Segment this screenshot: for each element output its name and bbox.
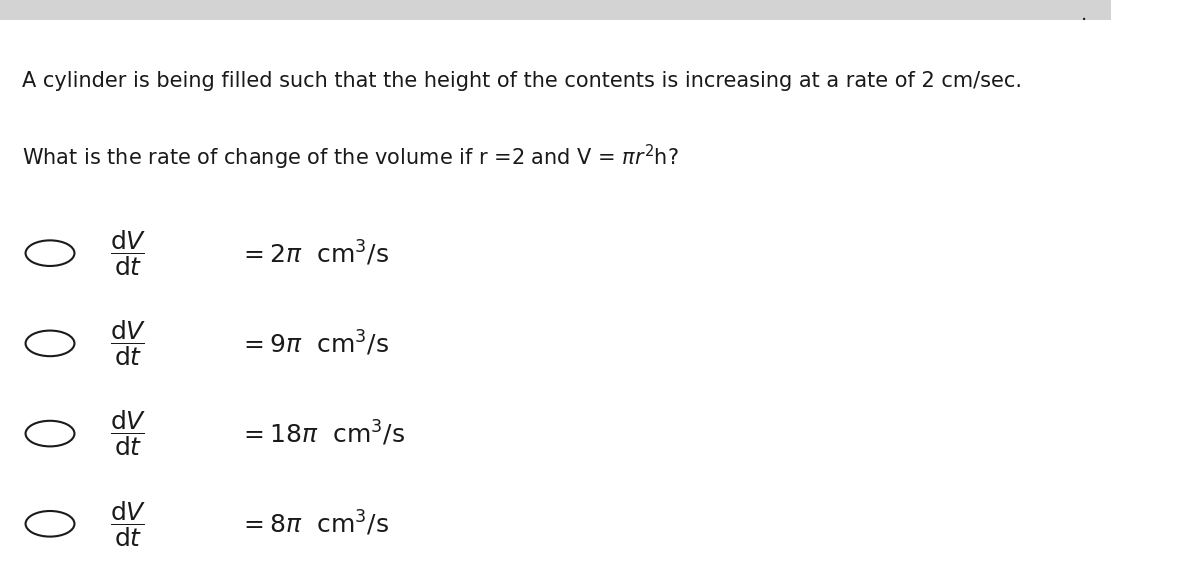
Text: $\dfrac{\mathrm{d}V}{\mathrm{d}t}$: $\dfrac{\mathrm{d}V}{\mathrm{d}t}$ [109, 499, 146, 549]
Text: $\dfrac{\mathrm{d}V}{\mathrm{d}t}$: $\dfrac{\mathrm{d}V}{\mathrm{d}t}$ [109, 228, 146, 278]
Text: $= 2\pi$  cm$^3$/s: $= 2\pi$ cm$^3$/s [239, 239, 389, 268]
Text: $= 9\pi$  cm$^3$/s: $= 9\pi$ cm$^3$/s [239, 329, 389, 358]
Text: A cylinder is being filled such that the height of the contents is increasing at: A cylinder is being filled such that the… [23, 72, 1022, 91]
Text: $= 8\pi$  cm$^3$/s: $= 8\pi$ cm$^3$/s [239, 509, 389, 538]
Text: $\dfrac{\mathrm{d}V}{\mathrm{d}t}$: $\dfrac{\mathrm{d}V}{\mathrm{d}t}$ [109, 409, 146, 459]
Text: $= 18\pi$  cm$^3$/s: $= 18\pi$ cm$^3$/s [239, 419, 404, 448]
Text: $\dfrac{\mathrm{d}V}{\mathrm{d}t}$: $\dfrac{\mathrm{d}V}{\mathrm{d}t}$ [109, 318, 146, 368]
Text: What is the rate of change of the volume if r =2 and V = $\pi r^{2}$h?: What is the rate of change of the volume… [23, 143, 679, 172]
Text: ·: · [1080, 11, 1087, 30]
FancyBboxPatch shape [0, 0, 1111, 20]
